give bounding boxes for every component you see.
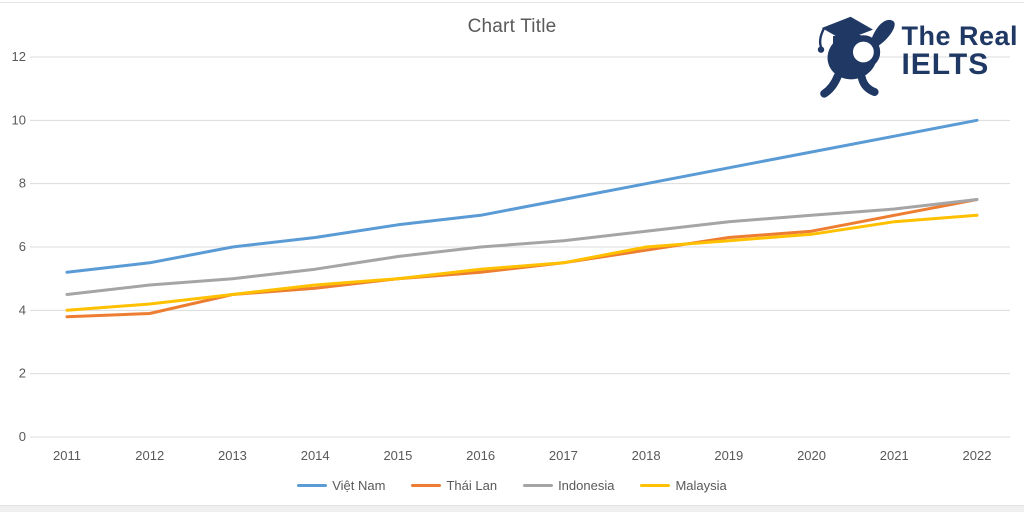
chart-legend: Việt Nam Thái Lan Indonesia Malaysia <box>0 478 1024 493</box>
bottom-strip <box>0 505 1024 512</box>
legend-item: Thái Lan <box>411 478 497 493</box>
brand-name-line2: IELTS <box>901 48 990 82</box>
x-axis-tick-label: 2017 <box>549 448 578 463</box>
legend-swatch-icon <box>523 484 554 487</box>
legend-swatch-icon <box>411 484 442 487</box>
chart-title: Chart Title <box>467 16 557 37</box>
brand-logo: The Real IELTS <box>809 6 1018 98</box>
x-axis-tick-label: 2021 <box>880 448 909 463</box>
y-axis-tick-label: 6 <box>19 239 26 254</box>
x-axis-tick-label: 2020 <box>797 448 826 463</box>
y-axis-tick-label: 10 <box>12 112 26 127</box>
y-axis-tick-label: 12 <box>12 49 26 64</box>
series-line <box>65 198 979 296</box>
series-line <box>65 198 979 319</box>
x-axis-tick-label: 2019 <box>714 448 743 463</box>
y-axis-tick-label: 2 <box>19 366 26 381</box>
brand-name-line1: The Real <box>901 20 1018 51</box>
x-axis-tick-label: 2011 <box>53 448 81 463</box>
legend-swatch-icon <box>640 484 671 487</box>
top-divider <box>0 2 1024 3</box>
series-line <box>65 213 979 312</box>
legend-label: Thái Lan <box>446 478 498 493</box>
legend-label: Malaysia <box>675 478 727 493</box>
y-axis-tick-label: 4 <box>19 302 26 317</box>
graduate-mascot-icon <box>818 16 896 98</box>
legend-swatch-icon <box>297 484 328 487</box>
x-axis-tick-label: 2013 <box>218 448 247 463</box>
legend-label: Việt Nam <box>332 478 386 493</box>
legend-label: Indonesia <box>558 478 615 493</box>
series-line <box>65 118 979 274</box>
x-axis-tick-label: 2014 <box>301 448 330 463</box>
x-axis-tick-label: 2022 <box>963 448 992 463</box>
x-axis-tick-label: 2015 <box>383 448 412 463</box>
y-axis-tick-label: 0 <box>19 429 26 444</box>
legend-item: Indonesia <box>523 478 614 493</box>
x-axis-tick-label: 2016 <box>466 448 495 463</box>
x-axis-tick-label: 2012 <box>135 448 164 463</box>
x-axis-tick-label: 2018 <box>632 448 661 463</box>
brand-name: The Real IELTS <box>901 20 1018 82</box>
legend-item: Việt Nam <box>297 478 385 493</box>
y-axis-tick-label: 8 <box>19 176 26 191</box>
legend-item: Malaysia <box>640 478 727 493</box>
